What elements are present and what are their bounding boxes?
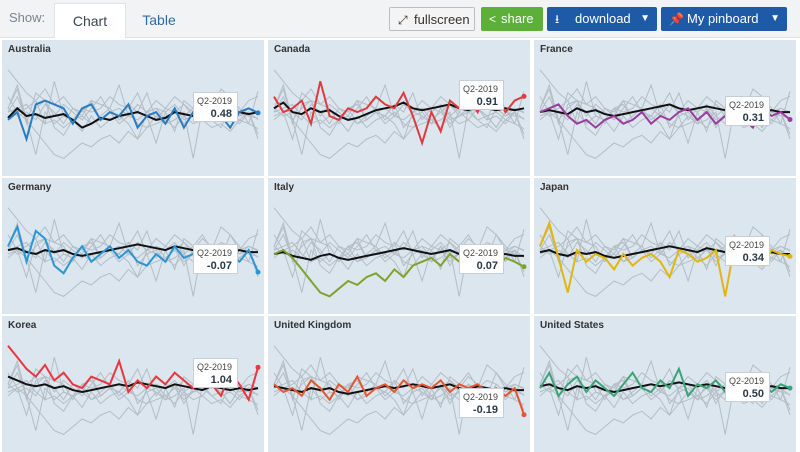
value-callout: Q2-2019 0.50 (725, 372, 770, 402)
pin-icon: 📌 (669, 12, 684, 26)
data-point (255, 110, 261, 116)
callout-value: -0.19 (472, 404, 498, 416)
comparison-line (273, 357, 525, 421)
data-point (787, 385, 793, 391)
chart-panel-japan[interactable]: Japan (534, 178, 796, 314)
panel-title: Canada (274, 44, 311, 55)
comparison-line (273, 219, 525, 283)
panel-title: Japan (540, 182, 569, 193)
comparison-line (7, 359, 259, 435)
panel-title: Korea (8, 320, 37, 331)
callout-value: 1.04 (210, 374, 232, 386)
panel-title: United States (540, 320, 604, 331)
show-label: Show: (9, 10, 46, 25)
callout-value: 0.07 (476, 260, 498, 272)
panel-title: France (540, 44, 573, 55)
data-point (787, 116, 793, 122)
data-point (521, 264, 527, 270)
value-callout: Q2-2019 -0.07 (193, 244, 238, 274)
comparison-line (7, 387, 259, 435)
callout-value: 0.91 (476, 96, 498, 108)
data-point (521, 412, 527, 418)
chart-panel-italy[interactable]: Italy (268, 178, 530, 314)
download-icon: ⭳ (555, 12, 560, 26)
callout-value: 0.48 (210, 108, 232, 120)
panel-title: United Kingdom (274, 320, 352, 331)
expand-icon: ⤢ (398, 13, 408, 27)
panel-title: Australia (8, 44, 51, 55)
caret-down-icon: ▼ (770, 13, 780, 24)
callout-period: Q2-2019 (462, 248, 498, 258)
value-callout: Q2-2019 0.48 (193, 92, 238, 122)
value-callout: Q2-2019 0.91 (459, 80, 504, 110)
data-point (521, 93, 527, 99)
series-line (7, 345, 259, 403)
download-button[interactable]: ⭳ download ▼ (547, 7, 657, 31)
callout-period: Q2-2019 (462, 392, 498, 402)
value-callout: Q2-2019 0.31 (725, 96, 770, 126)
data-point (787, 253, 793, 259)
tab-chart[interactable]: Chart (54, 3, 126, 38)
comparison-line (7, 219, 259, 283)
comparison-line (273, 83, 525, 159)
comparison-line (273, 111, 525, 159)
fullscreen-button[interactable]: ⤢ fullscreen (389, 7, 475, 31)
callout-value: 0.31 (742, 112, 764, 124)
value-callout: Q2-2019 0.07 (459, 244, 504, 274)
download-label: download (575, 11, 631, 26)
value-callout: Q2-2019 1.04 (193, 358, 238, 388)
value-callout: Q2-2019 -0.19 (459, 388, 504, 418)
share-label: share (501, 11, 534, 26)
pinboard-button[interactable]: 📌 My pinboard ▼ (661, 7, 787, 31)
data-point (255, 269, 261, 275)
panel-title: Germany (8, 182, 52, 193)
share-button[interactable]: < share (481, 7, 543, 31)
chart-panel-united-kingdom[interactable]: United Kingdom (268, 316, 530, 452)
value-callout: Q2-2019 0.34 (725, 236, 770, 266)
fullscreen-label: fullscreen (414, 12, 470, 27)
callout-value: 0.34 (742, 252, 764, 264)
callout-value: -0.07 (206, 260, 232, 272)
callout-period: Q2-2019 (196, 362, 232, 372)
tab-table[interactable]: Table (142, 12, 176, 28)
callout-value: 0.50 (742, 388, 764, 400)
callout-period: Q2-2019 (728, 240, 764, 250)
panel-title: Italy (274, 182, 295, 193)
data-point (255, 364, 261, 370)
comparison-line (7, 111, 259, 159)
callout-period: Q2-2019 (196, 96, 232, 106)
callout-period: Q2-2019 (728, 100, 764, 110)
callout-period: Q2-2019 (728, 376, 764, 386)
pinboard-label: My pinboard (687, 11, 759, 26)
caret-down-icon: ▼ (640, 13, 650, 24)
callout-period: Q2-2019 (462, 84, 498, 94)
line-chart (7, 345, 261, 435)
callout-period: Q2-2019 (196, 248, 232, 258)
toolbar: Show: Chart Table ⤢ fullscreen < share ⭳… (0, 0, 800, 38)
share-icon: < (489, 12, 497, 26)
line-chart (273, 345, 527, 435)
